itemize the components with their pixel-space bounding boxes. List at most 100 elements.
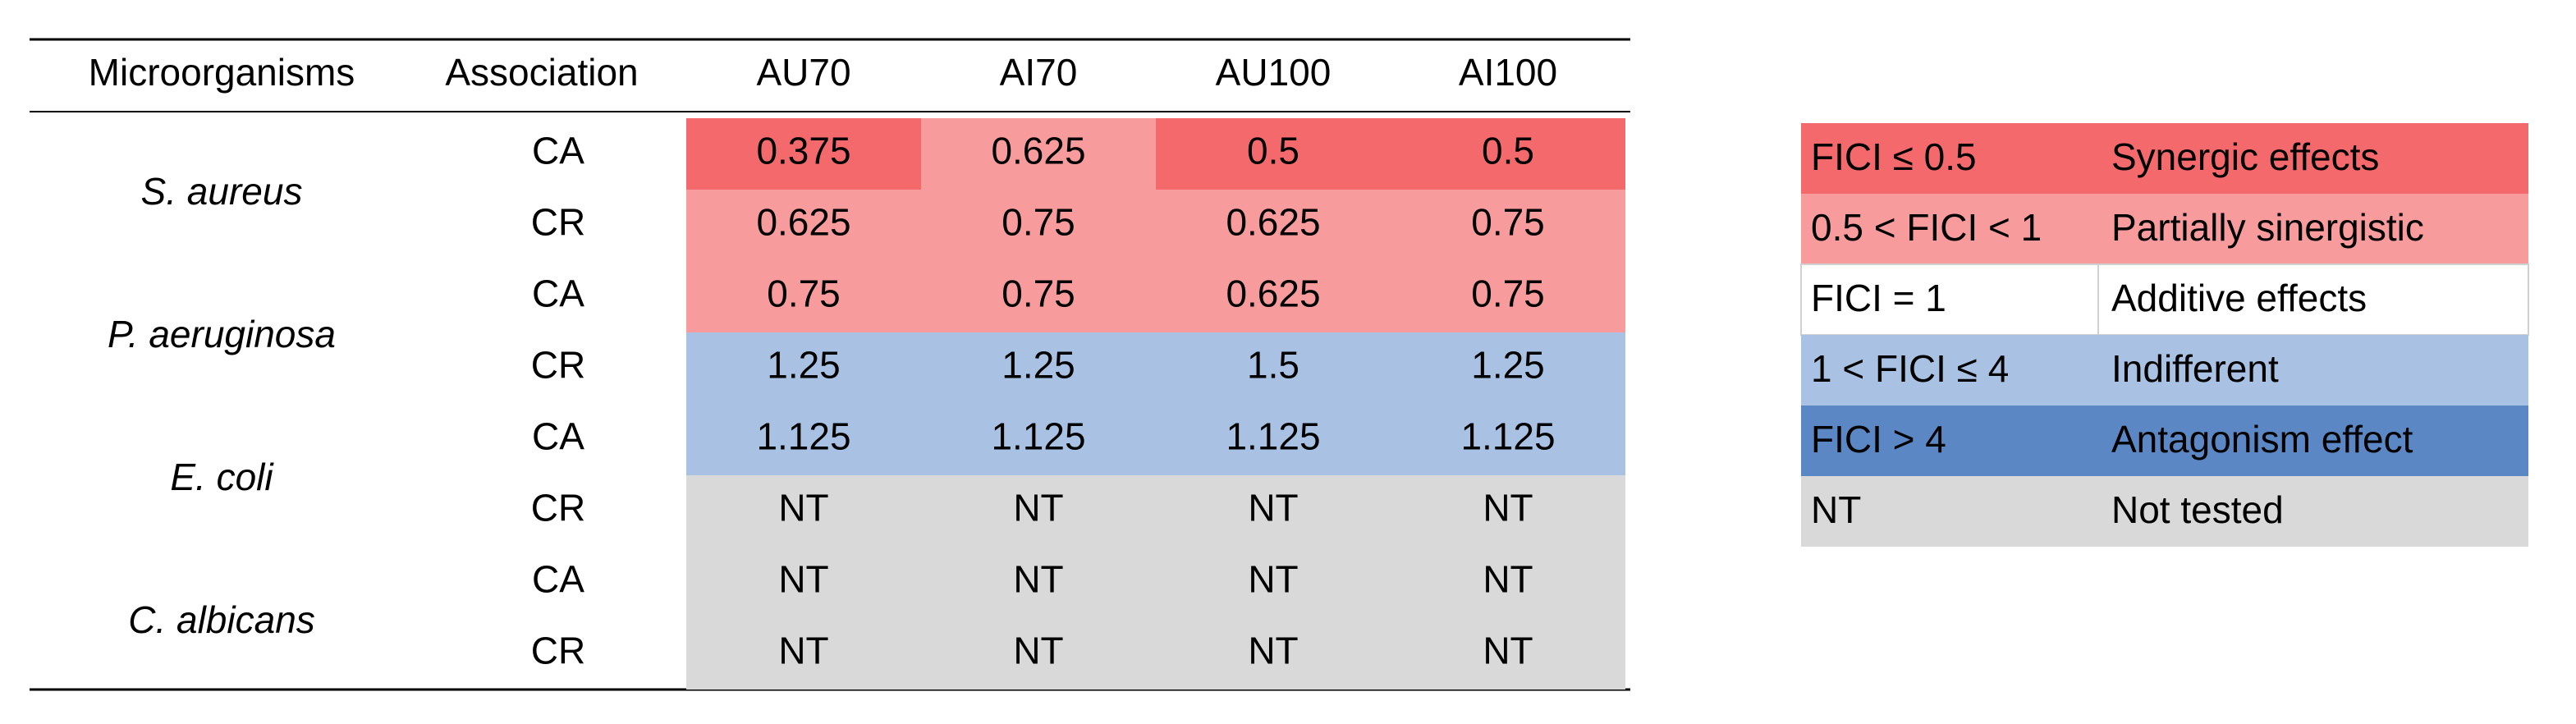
legend-range: FICI ≤ 0.5 [1811, 135, 1977, 178]
cell-background [921, 475, 1156, 547]
cell-background [1391, 190, 1625, 261]
value-cell: 1.125 [991, 415, 1085, 458]
organism-cell: C. albicans [128, 598, 315, 641]
value-cell: 1.125 [1460, 415, 1555, 458]
association-cell: CR [531, 344, 585, 387]
legend-label: Antagonism effect [2111, 418, 2413, 461]
header-cell: Microorganisms [89, 51, 355, 94]
cell-background [1391, 261, 1625, 332]
organism-cell: E. coli [170, 456, 274, 498]
cell-background [1156, 261, 1391, 332]
legend-swatch [1801, 194, 2528, 264]
value-cell: 0.625 [756, 201, 850, 244]
cell-background [921, 261, 1156, 332]
header-cell: Association [445, 51, 638, 94]
cell-background [921, 404, 1156, 475]
value-cell: 0.5 [1247, 130, 1299, 172]
cell-background [1156, 190, 1391, 261]
value-cell: NT [1483, 558, 1533, 601]
cell-background [921, 118, 1156, 190]
association-cell: CA [532, 558, 584, 601]
legend-range: 0.5 < FICI < 1 [1811, 206, 2042, 249]
cell-background [1391, 618, 1625, 690]
value-cell: NT [1248, 558, 1298, 601]
cell-background [686, 404, 921, 475]
legend-swatch [1801, 123, 2528, 194]
cell-background [686, 261, 921, 332]
legend-range: FICI = 1 [1811, 277, 1946, 319]
value-cell: NT [1248, 630, 1298, 672]
cell-background [1156, 475, 1391, 547]
value-cell: 0.5 [1482, 130, 1534, 172]
cell-background [686, 475, 921, 547]
value-cell: NT [778, 487, 828, 529]
value-cell: NT [1483, 630, 1533, 672]
legend-range: 1 < FICI ≤ 4 [1811, 347, 2009, 390]
legend-swatch [1801, 476, 2528, 547]
cell-background [1156, 547, 1391, 618]
cell-background [1156, 404, 1391, 475]
value-cell: 1.25 [767, 344, 841, 387]
value-cell: 1.25 [1002, 344, 1075, 387]
header-cell: AI100 [1459, 51, 1557, 94]
cell-background [686, 332, 921, 404]
value-cell: NT [1013, 487, 1063, 529]
legend-label: Indifferent [2111, 347, 2279, 390]
header-cell: AI70 [1000, 51, 1078, 94]
cell-background [686, 118, 921, 190]
value-cell: 1.125 [756, 415, 850, 458]
value-cell: 0.75 [767, 273, 841, 315]
legend-range: FICI > 4 [1811, 418, 1946, 461]
organism-cell: S. aureus [141, 170, 303, 213]
cell-background [1156, 618, 1391, 690]
legend-label: Synergic effects [2111, 135, 2379, 178]
cell-background [1391, 404, 1625, 475]
value-cell: 1.125 [1226, 415, 1320, 458]
legend-label: Not tested [2111, 488, 2284, 531]
cell-background [1391, 475, 1625, 547]
value-cell: 1.25 [1471, 344, 1545, 387]
value-cell: 0.375 [756, 130, 850, 172]
value-cell: 1.5 [1247, 344, 1299, 387]
value-cell: NT [1483, 487, 1533, 529]
value-cell: 0.625 [991, 130, 1085, 172]
cell-background [921, 332, 1156, 404]
cell-background [1391, 332, 1625, 404]
organism-cell: P. aeruginosa [108, 313, 336, 355]
value-cell: NT [1013, 630, 1063, 672]
header-cell: AU100 [1216, 51, 1332, 94]
cell-background [1391, 547, 1625, 618]
value-cell: NT [778, 558, 828, 601]
cell-background [1156, 332, 1391, 404]
legend-range: NT [1811, 488, 1861, 531]
cell-background [921, 618, 1156, 690]
association-cell: CA [532, 273, 584, 315]
cell-background [921, 190, 1156, 261]
value-cell: NT [1248, 487, 1298, 529]
legend-swatch [1800, 263, 2529, 336]
value-cell: 0.625 [1226, 273, 1320, 315]
association-cell: CA [532, 415, 584, 458]
value-cell: 0.75 [1002, 201, 1075, 244]
association-cell: CR [531, 630, 585, 672]
cell-background [921, 547, 1156, 618]
association-cell: CR [531, 201, 585, 244]
value-cell: 0.75 [1471, 201, 1545, 244]
cell-background [1156, 118, 1391, 190]
header-cell: AU70 [756, 51, 850, 94]
legend-swatch [1801, 335, 2528, 406]
cell-background [686, 618, 921, 690]
cell-background [1391, 118, 1625, 190]
legend-label: Additive effects [2111, 277, 2367, 319]
legend-swatch [1801, 406, 2528, 476]
cell-background [686, 547, 921, 618]
value-cell: 0.75 [1002, 273, 1075, 315]
legend-label: Partially sinergistic [2111, 206, 2424, 249]
value-cell: NT [778, 630, 828, 672]
association-cell: CR [531, 487, 585, 529]
association-cell: CA [532, 130, 584, 172]
value-cell: NT [1013, 558, 1063, 601]
value-cell: 0.75 [1471, 273, 1545, 315]
value-cell: 0.625 [1226, 201, 1320, 244]
